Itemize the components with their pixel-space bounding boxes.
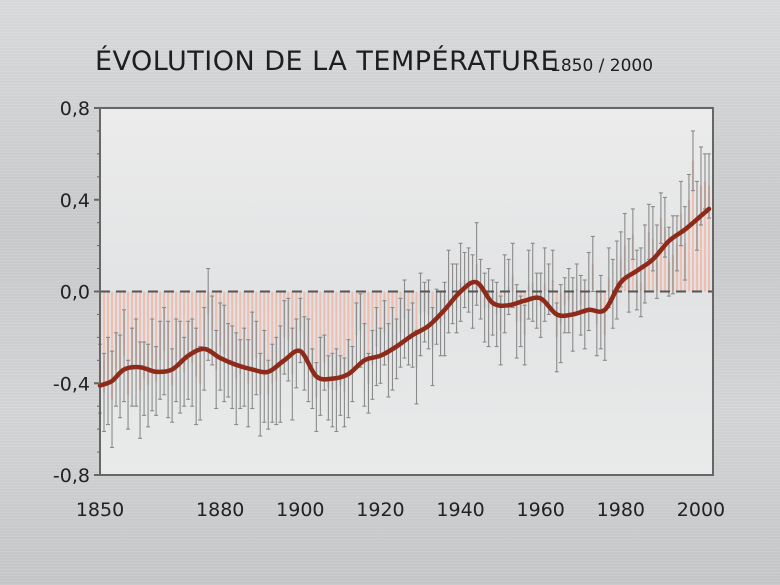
anomaly-bar xyxy=(259,291,262,395)
anomaly-bar xyxy=(239,291,242,375)
x-tick-label: 1980 xyxy=(597,499,645,521)
anomaly-bar xyxy=(699,185,703,292)
anomaly-bar xyxy=(703,181,707,292)
anomaly-bar xyxy=(171,291,174,386)
anomaly-bar xyxy=(695,215,699,292)
anomaly-bar xyxy=(311,291,314,379)
x-tick-label: 1880 xyxy=(196,499,244,521)
anomaly-bar xyxy=(339,291,342,386)
anomaly-bar xyxy=(319,291,322,377)
anomaly-bar xyxy=(183,291,186,372)
anomaly-bar xyxy=(323,291,326,363)
anomaly-bar xyxy=(631,234,634,292)
anomaly-bar xyxy=(275,291,278,381)
anomaly-bar xyxy=(343,291,346,393)
x-tick-label: 1940 xyxy=(436,499,484,521)
x-tick-label: 1920 xyxy=(356,499,404,521)
anomaly-bar xyxy=(138,291,142,391)
anomaly-bar xyxy=(687,199,691,292)
chart-subtitle: 1850 / 2000 xyxy=(550,56,654,76)
anomaly-bar xyxy=(663,227,667,292)
anomaly-bar xyxy=(154,291,158,381)
anomaly-bar xyxy=(379,291,382,356)
anomaly-bar xyxy=(371,291,374,365)
anomaly-bar xyxy=(247,291,250,384)
anomaly-bar xyxy=(415,291,418,368)
anomaly-bar xyxy=(335,291,338,391)
smoothed-temperature-line xyxy=(97,206,712,388)
anomaly-bar xyxy=(146,291,150,386)
anomaly-bar xyxy=(267,291,270,395)
y-tick-label: -0,4 xyxy=(53,373,90,395)
anomaly-bar xyxy=(347,291,350,379)
anomaly-bar xyxy=(315,291,318,398)
anomaly-bar xyxy=(351,291,354,375)
anomaly-bar xyxy=(659,218,663,292)
x-tick-label: 1900 xyxy=(276,499,324,521)
anomaly-bar xyxy=(707,185,711,292)
anomaly-bar xyxy=(199,291,202,384)
anomaly-bar xyxy=(691,160,695,292)
anomaly-bar xyxy=(271,291,274,384)
anomaly-bar xyxy=(331,291,334,391)
anomaly-bar xyxy=(142,291,146,379)
anomaly-bar xyxy=(106,291,110,381)
anomaly-bar xyxy=(367,291,370,384)
y-tick-label: 0,4 xyxy=(60,190,90,212)
x-tick-label: 1850 xyxy=(76,499,124,521)
chart-title: ÉVOLUTION DE LA TEMPÉRATURE xyxy=(95,46,559,77)
x-tick-label: 1960 xyxy=(517,499,565,521)
y-tick-label: 0,8 xyxy=(60,98,90,120)
anomaly-bar xyxy=(679,213,683,292)
y-tick-label: -0,8 xyxy=(53,465,90,487)
anomaly-bar xyxy=(327,291,330,388)
x-tick-label: 2000 xyxy=(677,499,725,521)
anomaly-bar xyxy=(110,291,114,400)
anomaly-bar xyxy=(114,291,118,370)
anomaly-bar xyxy=(118,291,122,377)
y-tick-label: 0,0 xyxy=(60,282,90,304)
anomaly-bar xyxy=(102,291,106,393)
anomaly-bar xyxy=(126,291,130,395)
